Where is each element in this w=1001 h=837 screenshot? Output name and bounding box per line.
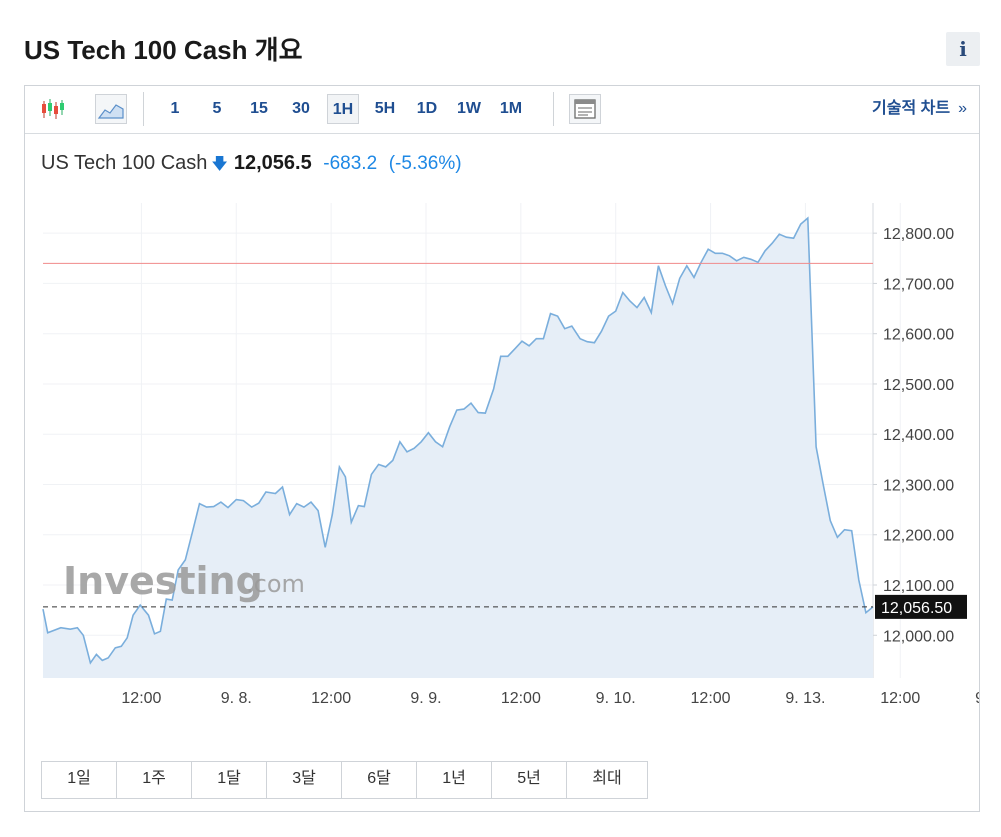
chevron-right-icon: » (958, 100, 967, 117)
y-tick-label: 12,000.00 (883, 628, 954, 645)
x-tick-label: 9. 8. (221, 690, 252, 706)
range-1m[interactable]: 1달 (192, 762, 267, 798)
last-price-tag: 12,056.50 (875, 594, 967, 619)
range-1w[interactable]: 1주 (117, 762, 192, 798)
y-tick-label: 12,700.00 (883, 276, 954, 293)
x-tick-label: 12:00 (501, 690, 541, 706)
instrument-name: US Tech 100 Cash (41, 152, 208, 174)
x-tick-label: 9. 10. (596, 690, 636, 706)
toolbar-divider (553, 92, 554, 126)
y-tick-label: 12,200.00 (883, 528, 954, 545)
info-button[interactable]: i (946, 32, 980, 66)
investing-logo: Investing .com (63, 559, 305, 603)
timeframe-5h[interactable]: 5H (374, 100, 396, 117)
x-tick-label: 12:00 (691, 690, 731, 706)
watermark-suffix: .com (246, 570, 305, 598)
price-change-pct: (-5.36%) (388, 153, 462, 174)
price-chart: Investing .com 12,000.00 12,100.00 12,200.… (42, 203, 979, 706)
price-tag-label: 12,056.50 (881, 600, 952, 617)
x-tick-label: 12:00 (121, 690, 161, 706)
watermark-brand: Investing (63, 559, 263, 603)
range-max[interactable]: 최대 (592, 770, 622, 787)
page-title: US Tech 100 Cash 개요 (24, 35, 303, 65)
timeframe-1h[interactable]: 1H (327, 94, 359, 124)
table-view-icon[interactable] (569, 94, 601, 124)
price-line (42, 216, 874, 665)
chart-toolbar: 1 5 15 30 1H 5H 1D 1W 1M 기술적 차트 » (25, 86, 979, 134)
timeframe-1m[interactable]: 1M (499, 100, 523, 117)
timeframe-15[interactable]: 15 (250, 100, 268, 117)
x-tick-label: 12:00 (311, 690, 351, 706)
candlestick-chart-icon[interactable] (37, 94, 69, 124)
last-price: 12,056.5 (233, 152, 312, 174)
range-6m[interactable]: 6달 (342, 762, 417, 798)
x-axis: 12:00 9. 8. 12:00 9. 9. 12:00 9. 10. 12:00 9. 1… (121, 690, 979, 706)
price-change: -683.2 (323, 153, 378, 174)
arrow-down-icon: 🡇 (211, 156, 228, 173)
area-chart-icon[interactable] (95, 94, 127, 124)
range-5y[interactable]: 5년 (492, 762, 567, 798)
y-tick-label: 12,300.00 (883, 477, 954, 494)
timeframe-5[interactable]: 5 (212, 100, 222, 117)
timeframe-1d[interactable]: 1D (416, 100, 438, 117)
y-axis: 12,000.00 12,100.00 12,200.00 12,300.00 12,4… (873, 226, 954, 645)
timeframe-1[interactable]: 1 (170, 100, 180, 117)
technical-chart-link[interactable]: 기술적 차트 » (872, 94, 967, 124)
quote-line: US Tech 100 Cash 🡇 12,056.5 -683.2 (-5.36%… (41, 152, 462, 180)
range-1y[interactable]: 1년 (417, 762, 492, 798)
timeframe-1w[interactable]: 1W (457, 100, 481, 117)
range-1d[interactable]: 1일 (42, 762, 117, 798)
y-tick-label: 12,400.00 (883, 427, 954, 444)
x-tick-label: 9. 9. (410, 690, 441, 706)
range-3m[interactable]: 3달 (267, 762, 342, 798)
range-selector: 1일 1주 1달 3달 6달 1년 5년 최대 (41, 761, 648, 799)
x-tick-label: 9. 14. (975, 690, 979, 706)
technical-chart-label: 기술적 차트 (872, 100, 951, 117)
chart-panel: 1 5 15 30 1H 5H 1D 1W 1M 기술적 차트 » US Tech… (24, 85, 980, 812)
y-tick-label: 12,800.00 (883, 226, 954, 243)
y-tick-label: 12,600.00 (883, 327, 954, 344)
y-tick-label: 12,500.00 (883, 377, 954, 394)
x-tick-label: 9. 13. (785, 690, 825, 706)
price-tag-box (875, 594, 967, 619)
x-tick-label: 12:00 (880, 690, 920, 706)
y-tick-label: 12,100.00 (883, 578, 954, 595)
timeframe-30[interactable]: 30 (292, 100, 310, 117)
price-area (43, 218, 873, 678)
toolbar-divider (143, 92, 144, 126)
